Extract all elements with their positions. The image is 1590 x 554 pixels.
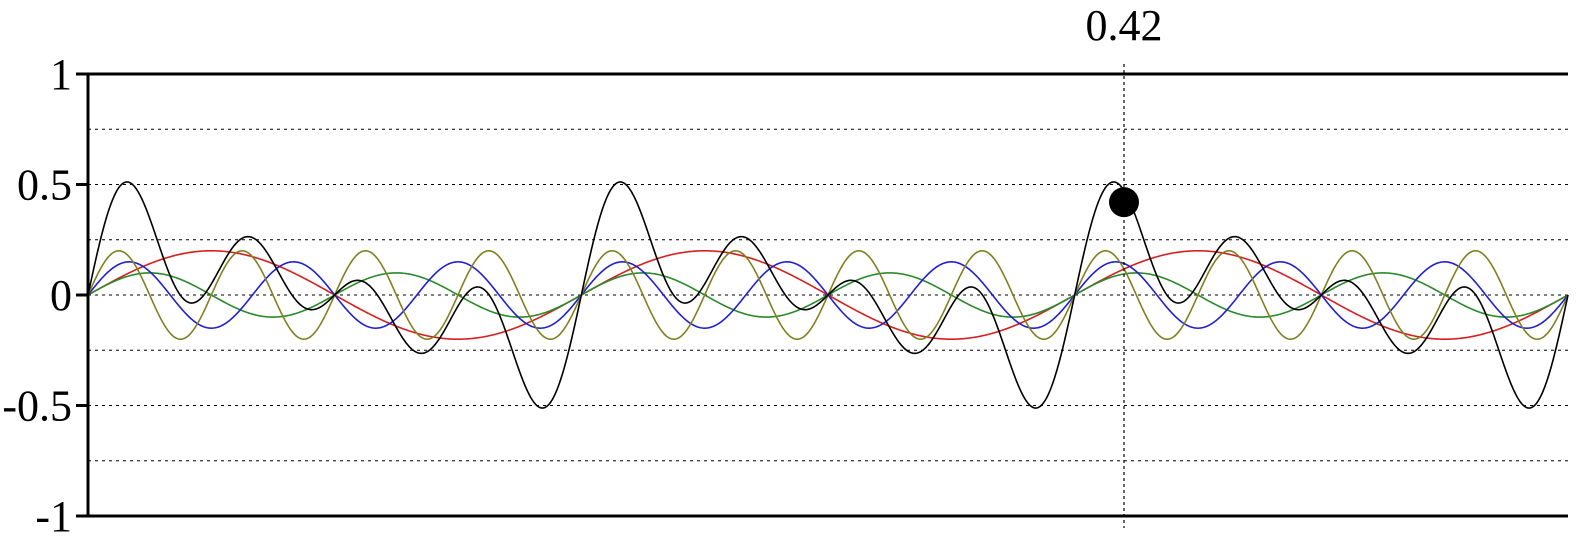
y-tick-label: -0.5 xyxy=(2,382,72,431)
cursor-marker xyxy=(1109,187,1139,218)
series-lines xyxy=(87,181,1569,409)
series-line-5 xyxy=(87,181,1569,409)
y-tick-label: 0.5 xyxy=(17,161,72,210)
y-tick-label: -1 xyxy=(35,492,72,541)
cursor-group[interactable]: 0.42 xyxy=(1086,1,1163,528)
cursor-label: 0.42 xyxy=(1086,1,1163,50)
y-tick-label: 0 xyxy=(50,271,72,320)
y-tick-labels: 1 0.5 0 -0.5 -1 xyxy=(2,50,88,541)
y-tick-label: 1 xyxy=(50,50,72,99)
